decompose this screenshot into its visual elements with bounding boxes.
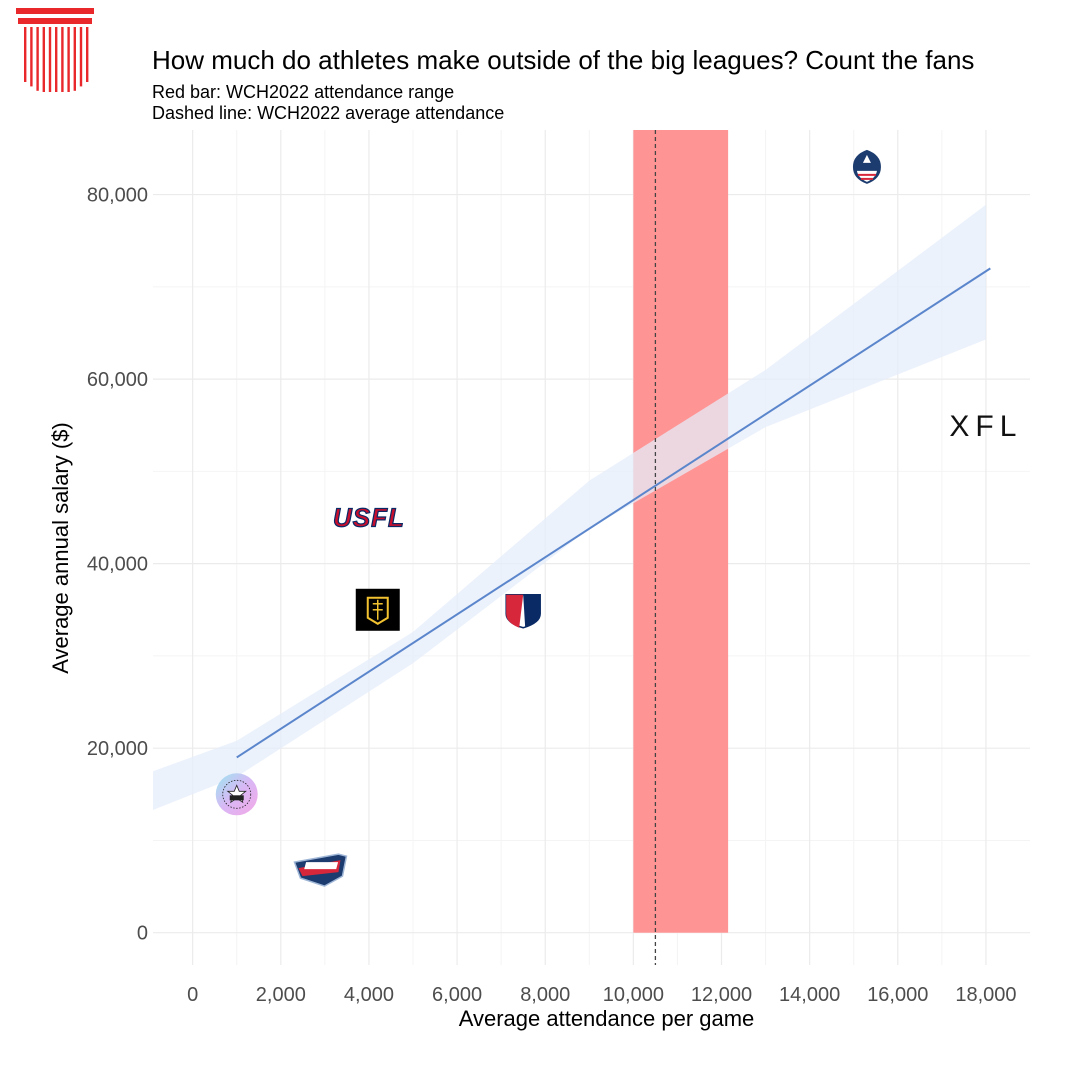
usfl-logo: USFL <box>332 502 405 533</box>
logo-column <box>24 27 27 82</box>
y-tick-label: 40,000 <box>87 554 148 576</box>
logo-column <box>55 27 58 92</box>
logo-column <box>79 27 83 87</box>
phf-logo <box>215 773 258 816</box>
logo-column <box>36 27 39 91</box>
y-tick-label: 80,000 <box>87 185 148 207</box>
nwsl-logo <box>505 594 541 629</box>
x-tick-label: 8,000 <box>520 984 570 1006</box>
attendance-range-bar <box>633 130 729 933</box>
x-tick-label: 10,000 <box>603 984 664 1006</box>
sphl-logo <box>293 853 348 887</box>
chart-title: How much do athletes make outside of the… <box>152 45 975 75</box>
x-tick-label: 12,000 <box>691 984 752 1006</box>
aaf-logo <box>852 149 881 184</box>
xfl-logo: XFL <box>949 410 1022 443</box>
logo-column <box>61 27 64 92</box>
x-tick-label: 18,000 <box>955 984 1016 1006</box>
logo-column <box>48 27 52 92</box>
pll-logo <box>355 588 400 631</box>
y-axis-title: Average annual salary ($) <box>48 422 73 674</box>
logo-column <box>42 27 45 92</box>
x-tick-label: 16,000 <box>867 984 928 1006</box>
y-tick-label: 0 <box>137 923 148 945</box>
x-tick-label: 0 <box>187 984 198 1006</box>
logo-column <box>86 27 89 82</box>
institution-logo <box>16 8 94 92</box>
y-tick-label: 60,000 <box>87 369 148 391</box>
x-tick-label: 14,000 <box>779 984 840 1006</box>
logo-cap <box>16 8 94 14</box>
chart-subtitle-average: Dashed line: WCH2022 average attendance <box>152 103 505 123</box>
trend-line <box>236 267 991 759</box>
logo-column <box>73 27 76 91</box>
logo-column <box>30 27 33 87</box>
svg-text:XFL: XFL <box>949 410 1022 443</box>
svg-text:USFL: USFL <box>333 503 405 533</box>
logo-beam <box>18 18 92 24</box>
x-tick-label: 2,000 <box>256 984 306 1006</box>
confidence-band <box>153 204 986 810</box>
logo-column <box>67 27 70 92</box>
x-tick-label: 6,000 <box>432 984 482 1006</box>
x-tick-label: 4,000 <box>344 984 394 1006</box>
chart-subtitle-range: Red bar: WCH2022 attendance range <box>152 82 455 102</box>
y-tick-label: 20,000 <box>87 738 148 760</box>
x-axis-title: Average attendance per game <box>459 1006 755 1031</box>
